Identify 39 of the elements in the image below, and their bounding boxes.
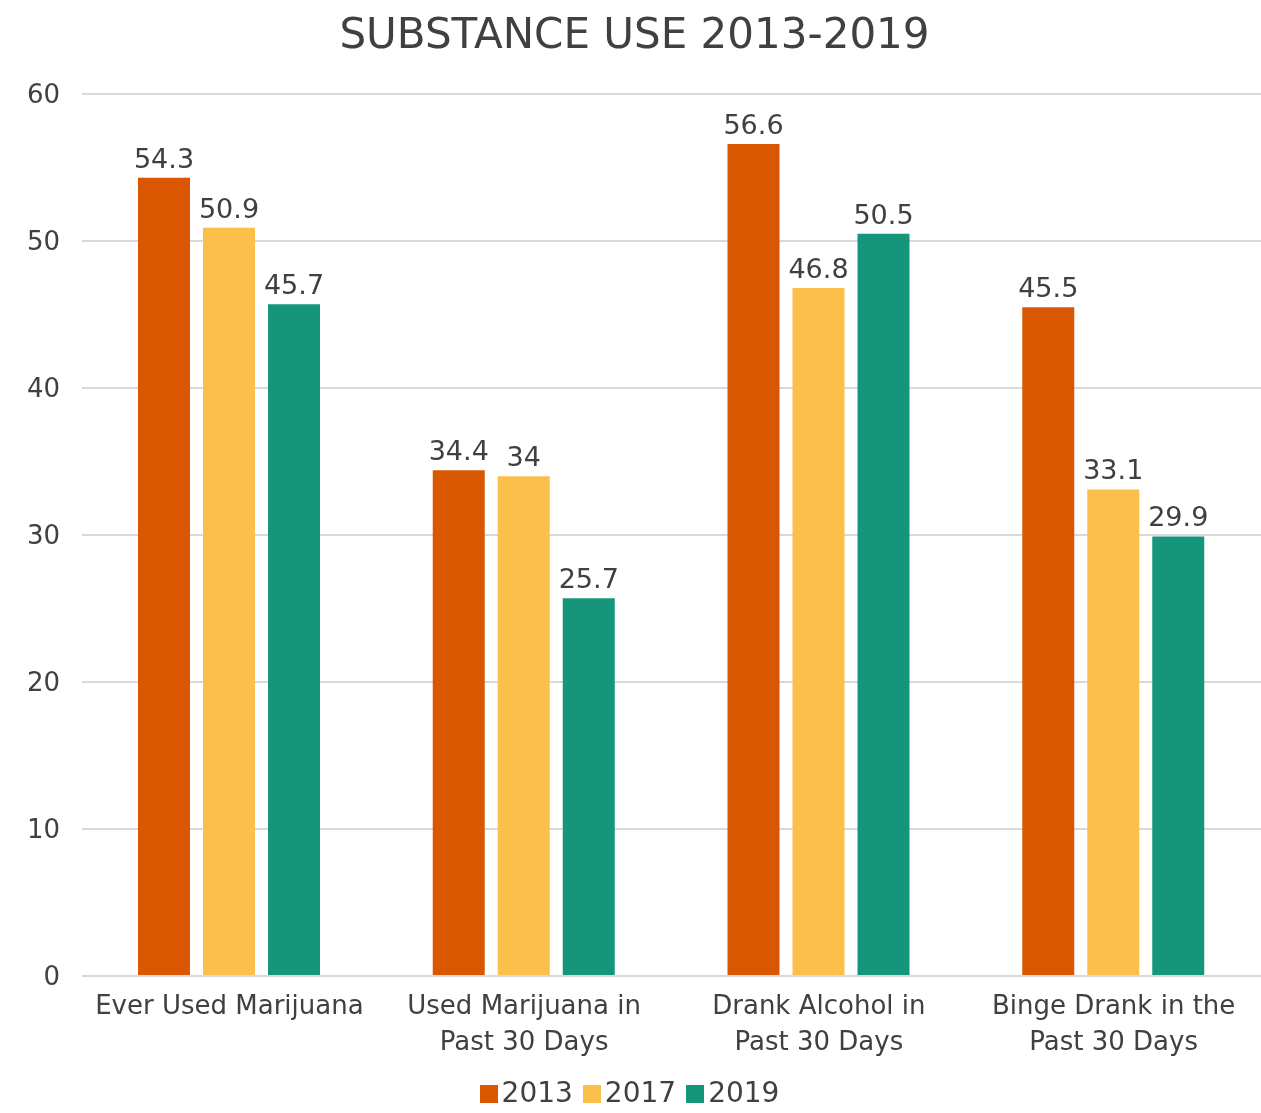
legend-label: 2017	[604, 1076, 677, 1109]
data-label: 33.1	[1083, 454, 1144, 486]
data-label: 45.5	[1018, 272, 1079, 304]
bar	[432, 470, 485, 976]
y-tick-label: 50	[26, 226, 60, 257]
bar	[497, 476, 550, 976]
chart-title: SUBSTANCE USE 2013-2019	[338, 8, 931, 60]
data-label: 54.3	[133, 142, 195, 174]
y-tick-label: 10	[26, 814, 60, 845]
bar	[1022, 307, 1075, 976]
y-tick-label: 40	[26, 373, 60, 404]
data-label: 25.7	[558, 563, 619, 595]
data-label: 34.4	[428, 435, 489, 467]
legend-label: 2013	[501, 1076, 573, 1109]
bar	[268, 304, 320, 976]
data-label: 45.7	[263, 269, 325, 301]
y-tick-label: 60	[26, 79, 60, 110]
data-label: 56.6	[723, 108, 784, 140]
data-label: 46.8	[788, 253, 849, 285]
bar	[562, 598, 615, 976]
bar	[1087, 489, 1140, 976]
bar	[1152, 536, 1205, 976]
data-label: 34	[506, 441, 541, 473]
x-tick-label: Drank Alcohol in Past 30 Days	[712, 990, 926, 1056]
x-tick-label: Ever Used Marijuana	[95, 990, 364, 1020]
bar	[203, 227, 255, 976]
y-tick-label: 0	[43, 961, 60, 992]
y-tick-label: 20	[26, 667, 60, 698]
data-label: 29.9	[1148, 501, 1209, 533]
bar	[792, 288, 845, 976]
data-label: 50.5	[853, 198, 914, 230]
bar	[727, 143, 780, 976]
data-label: 50.9	[198, 192, 260, 224]
legend-label: 2019	[708, 1076, 780, 1109]
x-tick-label: Binge Drank in the Past 30 Days	[991, 990, 1236, 1056]
bar	[857, 233, 910, 976]
bar	[138, 177, 190, 976]
y-tick-label: 30	[26, 520, 60, 551]
x-tick-label: Used Marijuana in Past 30 Days	[407, 990, 641, 1056]
